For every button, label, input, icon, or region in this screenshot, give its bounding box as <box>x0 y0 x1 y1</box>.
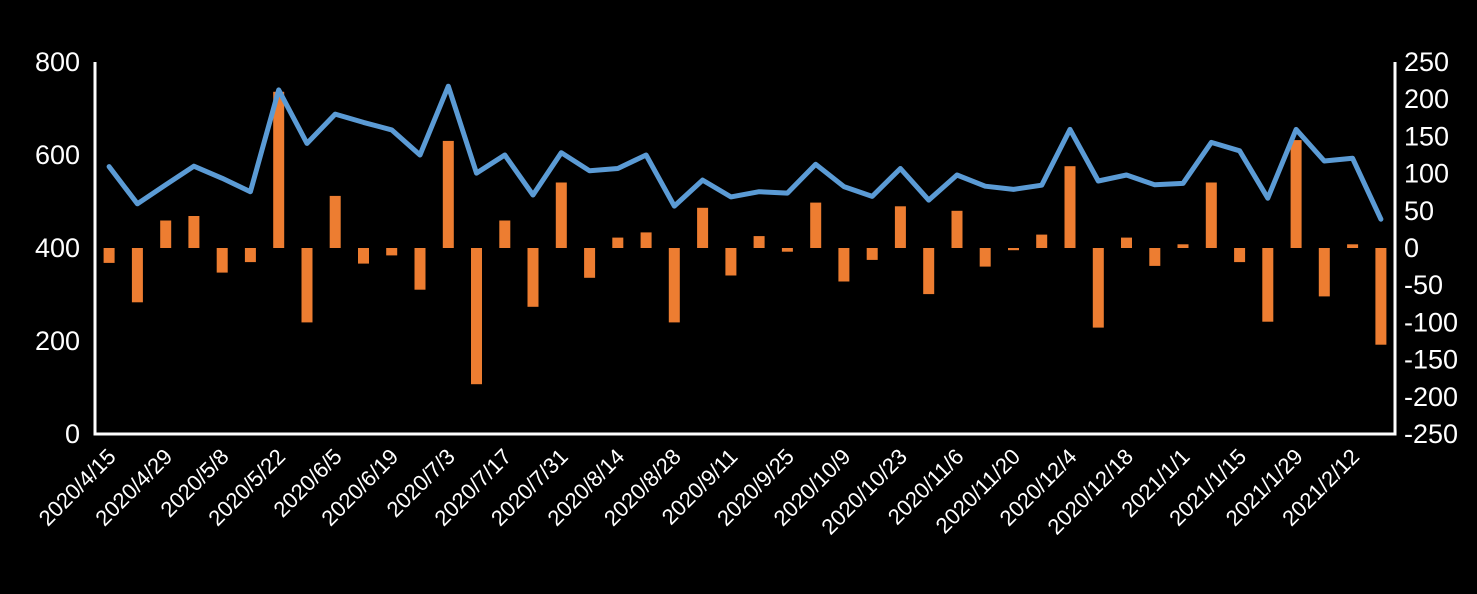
right-axis-tick-label: -50 <box>1404 270 1443 300</box>
bar[interactable] <box>1318 248 1330 297</box>
bar[interactable] <box>131 248 143 303</box>
right-axis-tick-label: -150 <box>1404 345 1458 375</box>
bar[interactable] <box>244 248 256 263</box>
bar[interactable] <box>499 220 511 249</box>
bar[interactable] <box>216 248 228 273</box>
right-axis-tick-label: 0 <box>1404 233 1419 263</box>
bar[interactable] <box>1177 244 1189 248</box>
right-axis-tick-label: 100 <box>1404 159 1449 189</box>
bar[interactable] <box>866 248 878 260</box>
left-axis-tick-label: 400 <box>35 233 80 263</box>
bar[interactable] <box>1149 248 1161 266</box>
bar[interactable] <box>1205 182 1217 249</box>
bar[interactable] <box>386 248 398 256</box>
line-series[interactable] <box>106 83 1384 222</box>
bar[interactable] <box>1121 237 1132 248</box>
bar[interactable] <box>697 207 709 248</box>
bar[interactable] <box>951 210 963 248</box>
right-axis-tick-label: -200 <box>1404 382 1458 412</box>
bar[interactable] <box>1036 234 1048 248</box>
bar[interactable] <box>584 248 596 278</box>
bar[interactable] <box>273 91 285 248</box>
bar[interactable] <box>442 140 454 248</box>
right-axis-tick-label: 150 <box>1404 121 1449 151</box>
bar[interactable] <box>188 216 200 248</box>
axes <box>93 62 1397 436</box>
bar[interactable] <box>612 237 624 248</box>
bar[interactable] <box>1290 140 1302 248</box>
bar[interactable] <box>1347 244 1359 248</box>
bar[interactable] <box>979 248 991 267</box>
bar[interactable] <box>668 248 680 323</box>
left-axis-ticks: 0 200 400 600 800 <box>35 47 80 449</box>
bar[interactable] <box>810 202 822 248</box>
bar[interactable] <box>471 248 482 385</box>
bar[interactable] <box>103 248 115 263</box>
bar[interactable] <box>358 248 369 264</box>
bar[interactable] <box>1092 248 1104 328</box>
bar[interactable] <box>1234 248 1246 263</box>
bar[interactable] <box>1262 248 1274 322</box>
bar[interactable] <box>301 248 313 323</box>
left-axis-tick-label: 600 <box>35 140 80 170</box>
bar[interactable] <box>923 248 935 295</box>
right-axis-ticks: -250 -200 -150 -100 -50 0 50 100 150 200 250 <box>1404 47 1458 449</box>
bar[interactable] <box>725 248 737 276</box>
bar[interactable] <box>894 206 906 248</box>
bar[interactable] <box>329 195 341 248</box>
bar[interactable] <box>753 236 765 248</box>
right-axis-tick-label: 200 <box>1404 84 1449 114</box>
right-axis-tick-label: -250 <box>1404 419 1458 449</box>
right-axis-tick-label: -100 <box>1404 307 1458 337</box>
bar[interactable] <box>1375 248 1387 345</box>
bar[interactable] <box>640 232 652 248</box>
bar[interactable] <box>838 248 850 282</box>
bar[interactable] <box>555 182 567 249</box>
right-axis-tick-label: 50 <box>1404 196 1434 226</box>
bar[interactable] <box>781 248 793 252</box>
left-axis-tick-label: 0 <box>65 419 80 449</box>
bar[interactable] <box>1064 166 1076 248</box>
left-axis-tick-label: 200 <box>35 326 80 356</box>
bar-series <box>103 91 1387 385</box>
bar[interactable] <box>1008 248 1019 251</box>
bar[interactable] <box>527 248 539 307</box>
bar[interactable] <box>414 248 426 290</box>
left-axis-tick-label: 800 <box>35 47 80 77</box>
bar[interactable] <box>160 220 172 249</box>
x-axis-labels: 2020/4/152020/4/292020/5/82020/5/222020/… <box>34 444 1364 540</box>
right-axis-tick-label: 250 <box>1404 47 1449 77</box>
